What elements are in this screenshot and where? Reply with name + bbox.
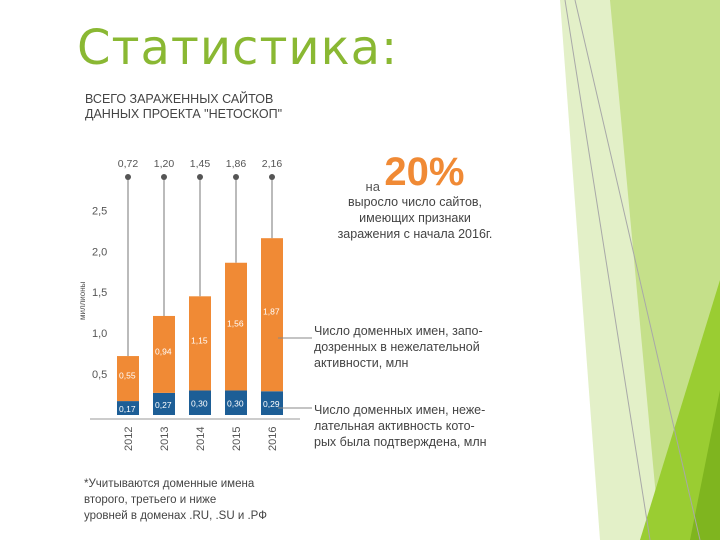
page-title: Статистика: [77, 20, 399, 76]
total-label: 2,16 [262, 158, 283, 170]
x-tick-label: 2013 [159, 427, 171, 451]
subtitle-line-2: ДАННЫХ ПРОЕКТА "НЕТОСКОП" [85, 107, 283, 121]
bar-suspected-label: 1,56 [227, 319, 244, 329]
bar-suspected [117, 356, 139, 402]
x-tick-label: 2016 [267, 427, 279, 451]
total-label: 1,86 [226, 158, 247, 170]
deco-line-2 [574, 0, 701, 540]
bar-suspected [189, 296, 211, 391]
bar-confirmed-label: 0,29 [263, 399, 280, 409]
callout-value: 20% [384, 150, 465, 194]
callout-line-3: заражения с начала 2016г. [337, 227, 493, 241]
callout-prefix: на [365, 179, 380, 194]
growth-callout: на 20% выросло число сайтов, имеющих при… [320, 150, 510, 242]
total-pin-dot [233, 174, 239, 180]
y-tick-label: 2,0 [92, 246, 107, 258]
bar-confirmed-label: 0,30 [227, 399, 244, 409]
footnote: *Учитываются доменные имена второго, тре… [84, 476, 304, 524]
total-pin-dot [197, 174, 203, 180]
total-label: 1,45 [190, 158, 211, 170]
bar-confirmed [225, 390, 247, 415]
bar-suspected-label: 1,15 [191, 335, 208, 345]
legend-confirmed-line-1: Число доменных имен, неже- [314, 403, 486, 417]
x-tick-label: 2015 [231, 427, 243, 451]
total-label: 0,72 [118, 158, 139, 170]
bar-suspected [225, 262, 247, 391]
legend-confirmed: Число доменных имен, неже- лательная акт… [314, 402, 504, 450]
y-tick-label: 0,5 [92, 369, 107, 381]
chart-subtitle: ВСЕГО ЗАРАЖЕННЫХ САЙТОВ ДАННЫХ ПРОЕКТА "… [85, 92, 300, 122]
bar-confirmed [261, 391, 283, 415]
bar-confirmed-label: 0,17 [119, 404, 136, 414]
legend-suspected-line-1: Число доменных имен, запо- [314, 324, 483, 338]
y-tick-label: 2,5 [92, 205, 107, 217]
bar-confirmed-label: 0,27 [155, 400, 172, 410]
footnote-line-2: второго, третьего и ниже [84, 494, 217, 506]
footnote-line-3: уровней в доменах .RU, .SU и .РФ [84, 510, 267, 522]
legend-confirmed-line-2: лательная активность кото- [314, 419, 475, 433]
callout-line-1: выросло число сайтов, [347, 195, 483, 209]
total-pin-dot [125, 174, 131, 180]
bar-confirmed [117, 401, 139, 415]
subtitle-line-1: ВСЕГО ЗАРАЖЕННЫХ САЙТОВ [85, 92, 274, 106]
deco-triangle-low [690, 390, 720, 540]
bar-suspected [153, 315, 175, 393]
total-pin-dot [269, 174, 275, 180]
bar-suspected [261, 238, 283, 392]
y-tick-label: 1,5 [92, 287, 107, 299]
legend-confirmed-line-3: рых была подтверждена, млн [314, 435, 487, 449]
x-tick-label: 2012 [123, 427, 135, 451]
deco-triangle-front [640, 280, 720, 540]
y-axis-label: миллионы [78, 281, 87, 320]
legend-suspected-line-2: дозренных в нежелательной [314, 340, 480, 354]
bar-confirmed-label: 0,30 [191, 399, 208, 409]
legend-suspected-line-3: активности, млн [314, 356, 409, 370]
y-tick-label: 1,0 [92, 328, 107, 340]
deco-line-1 [564, 0, 651, 540]
bar-confirmed [153, 392, 175, 415]
footnote-line-1: *Учитываются доменные имена [84, 478, 255, 490]
total-label: 1,20 [154, 158, 175, 170]
bar-suspected-label: 0,55 [119, 371, 136, 381]
x-tick-label: 2014 [195, 427, 207, 451]
bar-suspected-label: 0,94 [155, 346, 172, 356]
bar-suspected-label: 1,87 [263, 307, 280, 317]
total-pin-dot [161, 174, 167, 180]
bar-confirmed [189, 390, 211, 415]
callout-line-2: имеющих признаки [359, 211, 471, 225]
stacked-bar-chart: миллионы 0,5 1,0 1,5 2,0 2,5 0,72 0,17 0,55 2012 1… [78, 158, 300, 451]
legend-suspected: Число доменных имен, запо- дозренных в н… [314, 323, 504, 371]
